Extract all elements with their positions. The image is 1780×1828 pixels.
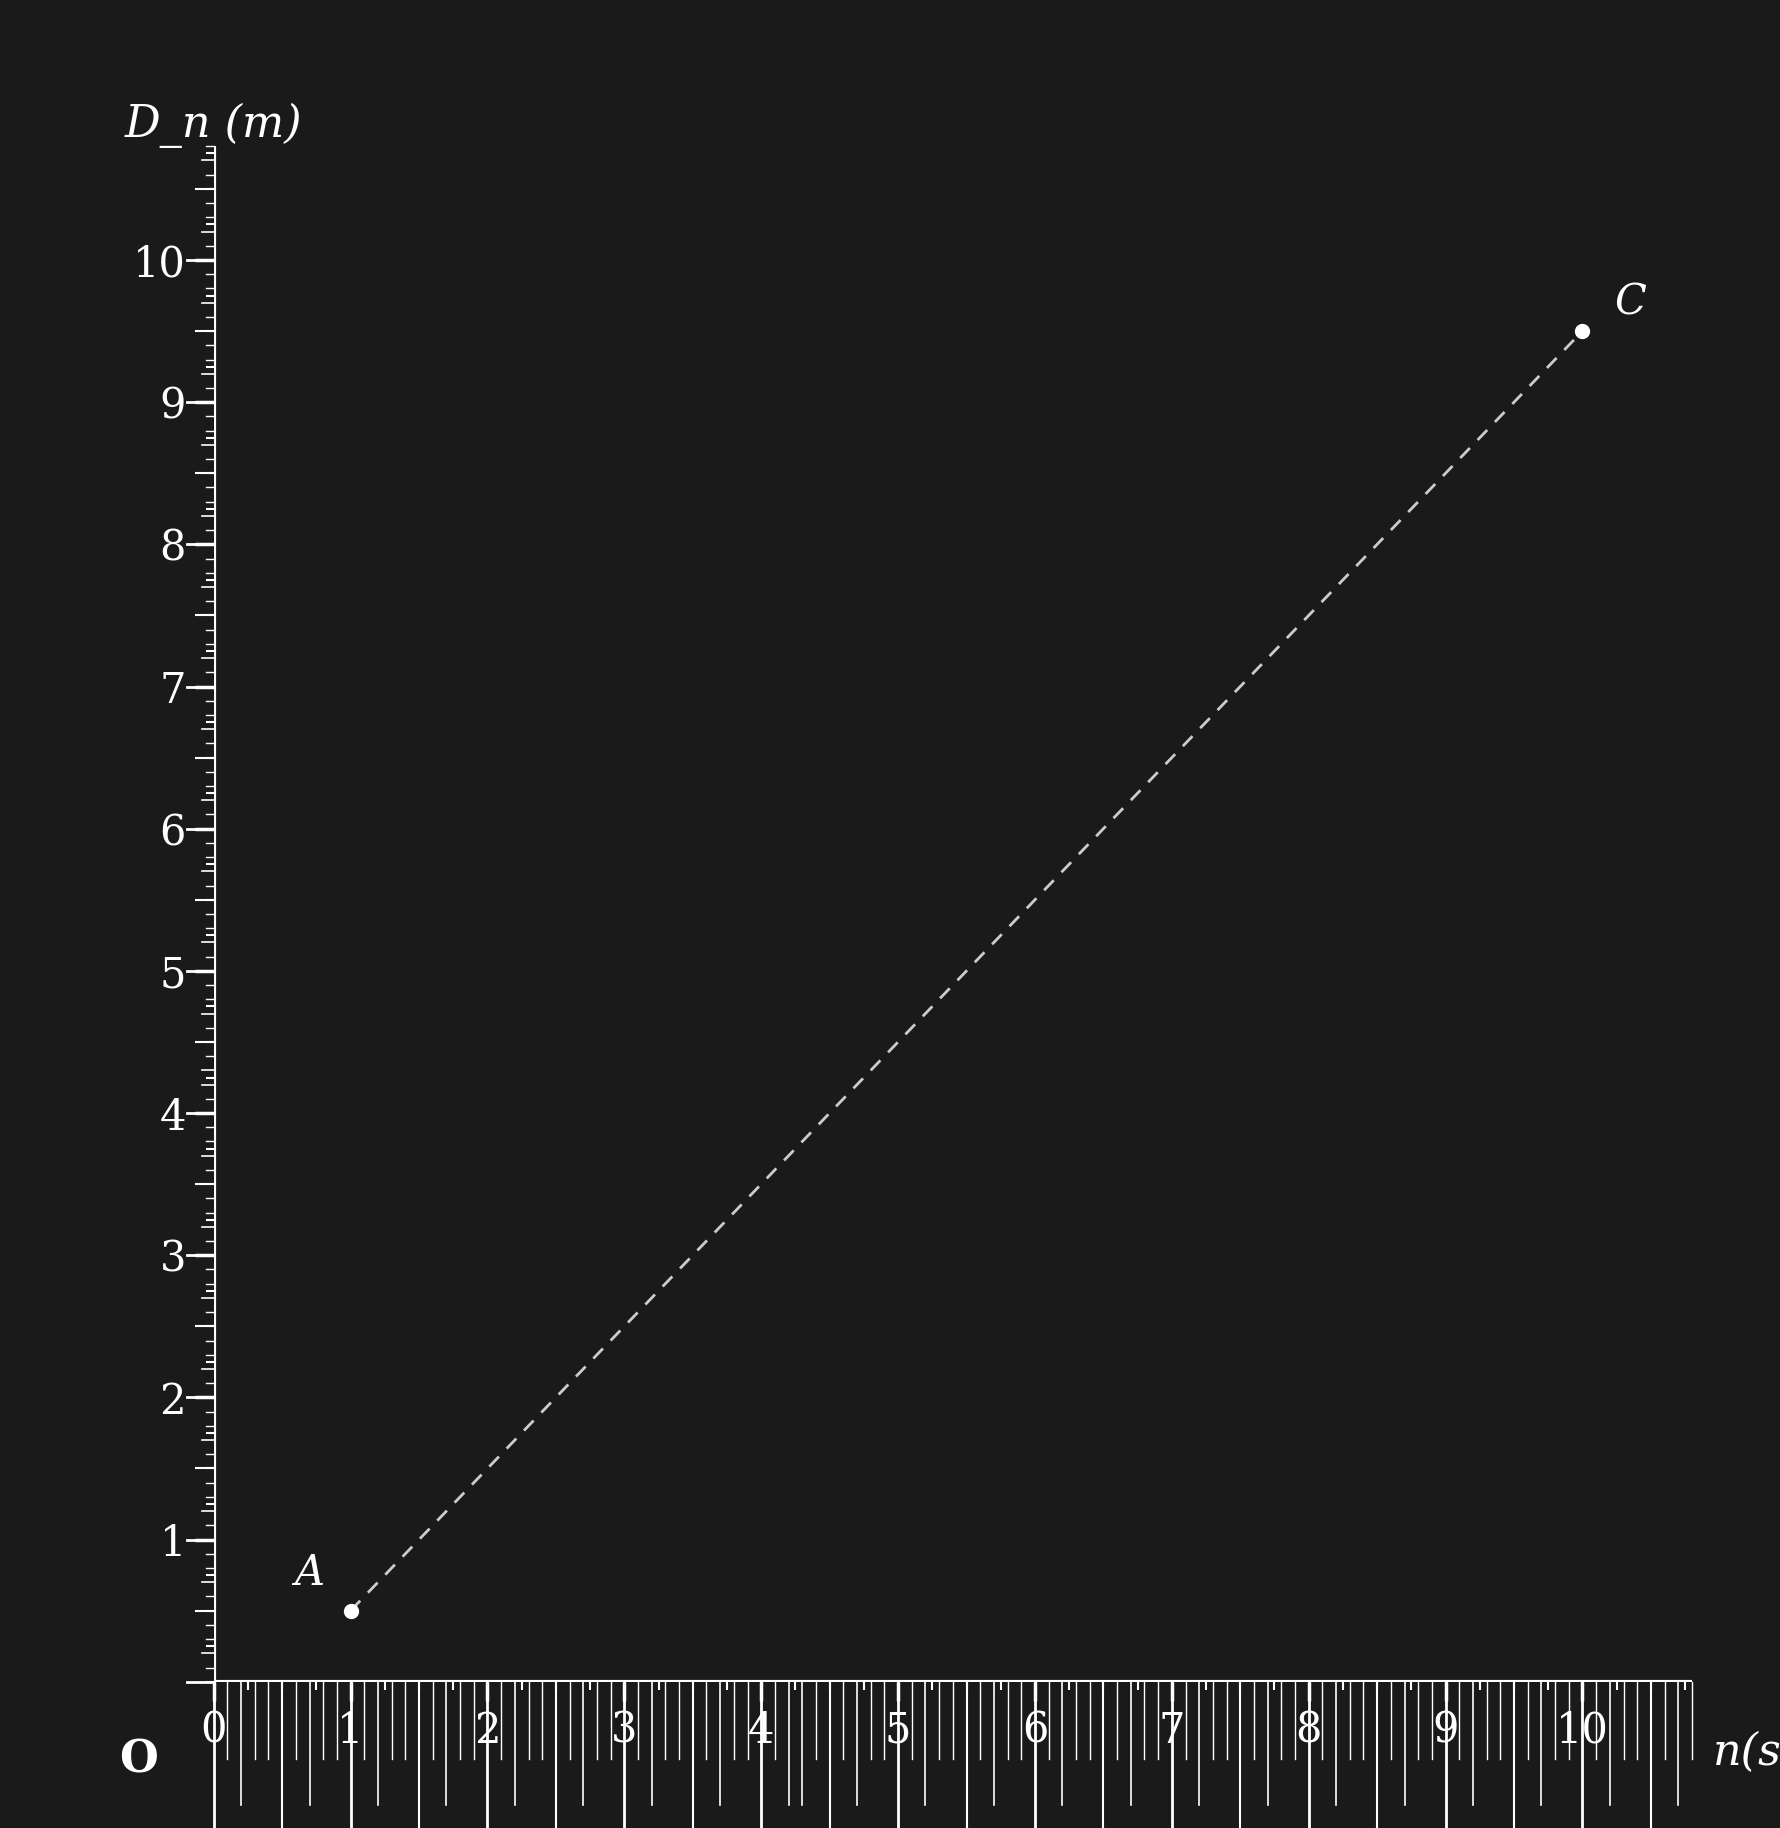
- Text: O: O: [119, 1738, 158, 1782]
- Text: n(s): n(s): [1712, 1731, 1780, 1775]
- Text: A: A: [294, 1552, 324, 1594]
- Text: D_n (m): D_n (m): [125, 102, 303, 148]
- Text: C: C: [1613, 282, 1645, 324]
